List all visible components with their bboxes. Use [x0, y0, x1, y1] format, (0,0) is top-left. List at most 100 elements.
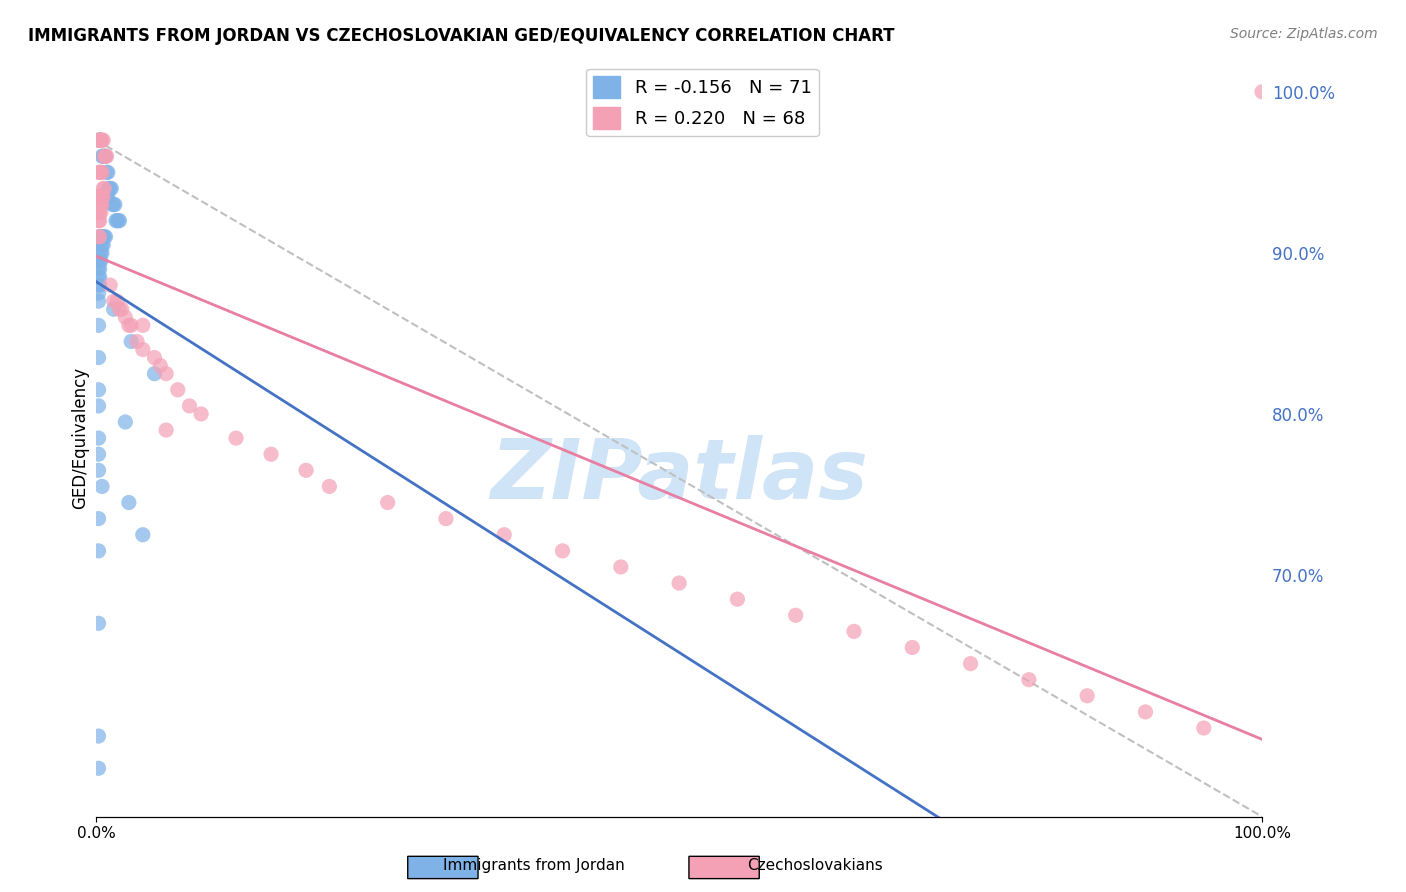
Point [91, 245, 114, 260]
Point [1135, 705, 1157, 719]
Point [97, 189, 120, 203]
Point [155, 367, 177, 381]
Point [1192, 721, 1215, 735]
Point [143, 367, 166, 381]
Point [91, 149, 114, 163]
Point [87, 286, 110, 301]
Point [105, 213, 128, 227]
Point [89, 237, 111, 252]
Point [87, 229, 110, 244]
Point [87, 205, 110, 219]
Point [494, 527, 516, 541]
Point [91, 133, 114, 147]
Point [96, 165, 118, 179]
Point [91, 189, 114, 203]
Point [89, 270, 111, 285]
Point [91, 189, 114, 203]
Point [89, 245, 111, 260]
Point [105, 294, 128, 309]
Point [190, 407, 212, 421]
Point [149, 359, 172, 373]
Point [107, 213, 129, 227]
Point [90, 237, 112, 252]
Y-axis label: GED/Equivalency: GED/Equivalency [72, 367, 89, 509]
Text: Czechoslovakians: Czechoslovakians [748, 858, 883, 872]
Point [1018, 673, 1040, 687]
Point [551, 544, 574, 558]
Point [93, 181, 115, 195]
Point [87, 318, 110, 333]
Text: Immigrants from Jordan: Immigrants from Jordan [443, 858, 626, 872]
Point [87, 189, 110, 203]
Point [91, 189, 114, 203]
Point [87, 431, 110, 445]
Point [98, 181, 121, 195]
Point [901, 640, 924, 655]
Point [91, 165, 114, 179]
Point [132, 527, 155, 541]
Point [103, 294, 125, 309]
Point [91, 149, 114, 163]
Point [103, 302, 125, 317]
Point [90, 254, 112, 268]
Point [98, 278, 121, 293]
Point [87, 447, 110, 461]
Legend: R = -0.156   N = 71, R = 0.220   N = 68: R = -0.156 N = 71, R = 0.220 N = 68 [586, 69, 818, 136]
Point [89, 165, 111, 179]
Point [87, 616, 110, 631]
Point [785, 608, 807, 623]
Point [91, 189, 114, 203]
Point [91, 197, 114, 211]
Point [108, 302, 131, 317]
Point [87, 761, 110, 775]
Point [87, 544, 110, 558]
Point [668, 576, 690, 591]
Point [89, 133, 111, 147]
Point [90, 205, 112, 219]
Point [90, 189, 112, 203]
Point [87, 729, 110, 743]
Point [87, 133, 110, 147]
Point [725, 592, 748, 607]
Point [295, 463, 318, 477]
Point [89, 229, 111, 244]
Point [87, 133, 110, 147]
Point [114, 415, 136, 429]
Point [89, 197, 111, 211]
Point [118, 318, 141, 333]
Point [93, 189, 115, 203]
Point [120, 334, 142, 349]
Point [225, 431, 247, 445]
Point [100, 181, 122, 195]
Point [91, 181, 114, 195]
Point [132, 318, 155, 333]
Point [155, 423, 177, 437]
Point [91, 229, 114, 244]
Point [179, 399, 201, 413]
Point [118, 495, 141, 509]
Point [91, 237, 114, 252]
Point [89, 133, 111, 147]
Point [98, 181, 121, 195]
Point [318, 479, 340, 493]
Point [111, 302, 134, 317]
Point [87, 197, 110, 211]
Point [166, 383, 188, 397]
Text: ZIPatlas: ZIPatlas [491, 435, 868, 516]
Point [91, 237, 114, 252]
Point [89, 189, 111, 203]
Point [89, 213, 111, 227]
Point [91, 479, 114, 493]
Point [143, 351, 166, 365]
Point [89, 189, 111, 203]
Point [101, 197, 124, 211]
Point [87, 383, 110, 397]
Point [842, 624, 865, 639]
Point [1076, 689, 1098, 703]
Point [87, 270, 110, 285]
Point [96, 149, 118, 163]
Point [91, 229, 114, 244]
Point [94, 149, 117, 163]
Point [959, 657, 981, 671]
Point [90, 165, 112, 179]
